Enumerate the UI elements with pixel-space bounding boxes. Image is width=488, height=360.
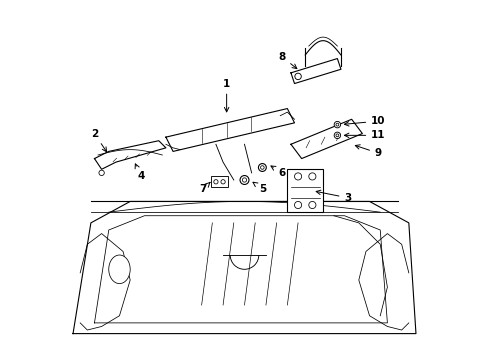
Ellipse shape [333,121,340,128]
Ellipse shape [294,202,301,208]
Text: 1: 1 [223,78,230,112]
Text: 4: 4 [135,164,144,181]
Ellipse shape [294,173,301,180]
Ellipse shape [221,180,225,184]
Ellipse shape [258,163,266,171]
Ellipse shape [242,178,246,182]
Text: 8: 8 [278,52,296,69]
Ellipse shape [240,176,248,184]
FancyBboxPatch shape [287,169,323,212]
Ellipse shape [308,202,315,208]
Ellipse shape [99,170,104,176]
Text: 3: 3 [316,190,351,203]
Text: 9: 9 [355,145,381,158]
Ellipse shape [294,73,301,80]
Text: 5: 5 [252,182,265,194]
Polygon shape [290,59,340,84]
Text: 6: 6 [270,166,285,178]
Text: 2: 2 [91,129,106,152]
Polygon shape [290,119,362,158]
Text: 11: 11 [344,130,385,140]
Ellipse shape [260,166,264,169]
Ellipse shape [335,123,338,126]
Ellipse shape [213,180,218,184]
Polygon shape [165,109,294,152]
Text: 10: 10 [344,116,385,126]
Text: 7: 7 [199,182,210,194]
Polygon shape [94,141,165,169]
Ellipse shape [333,132,340,139]
FancyBboxPatch shape [210,176,228,187]
Ellipse shape [308,173,315,180]
Ellipse shape [108,255,130,284]
Ellipse shape [335,134,338,137]
